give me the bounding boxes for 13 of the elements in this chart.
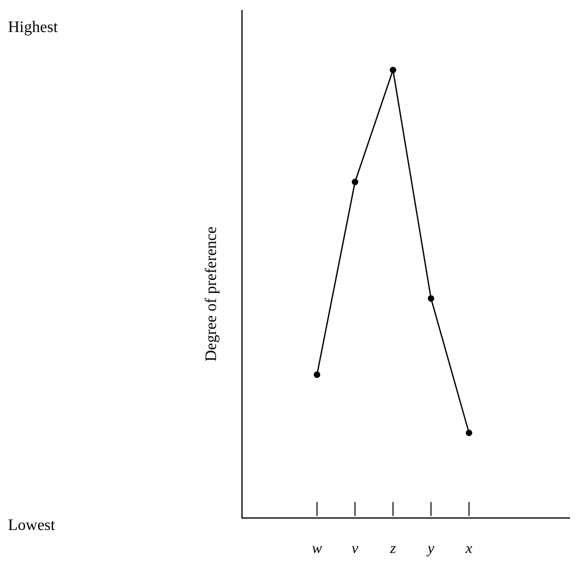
point xyxy=(428,295,434,302)
point xyxy=(390,66,396,74)
text: Lowest xyxy=(8,517,56,534)
point xyxy=(314,371,320,378)
x-tick-label: v xyxy=(352,540,359,557)
x-tick-label: z xyxy=(389,540,396,557)
x-tick-label: x xyxy=(464,540,473,557)
x-tick-label: y xyxy=(426,540,435,557)
point xyxy=(352,178,358,186)
y-axis-title: Degree of preference xyxy=(203,226,220,362)
text: Highest xyxy=(8,19,58,36)
x-tick-label: w xyxy=(312,540,322,557)
point xyxy=(466,430,472,436)
